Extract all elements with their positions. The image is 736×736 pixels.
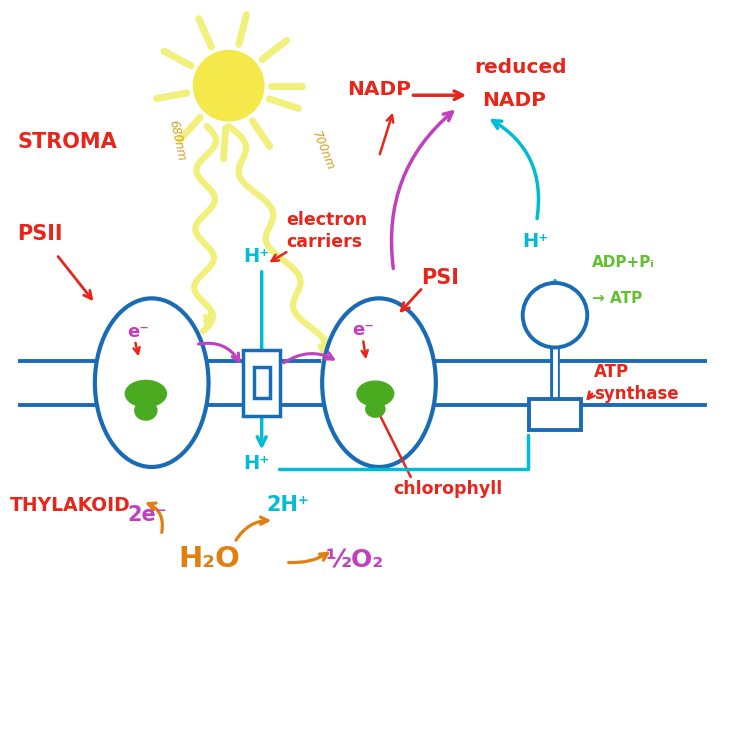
Ellipse shape <box>134 400 158 421</box>
Text: electron
carriers: electron carriers <box>286 210 367 251</box>
Text: H⁺: H⁺ <box>244 247 269 266</box>
Text: ADP+Pᵢ: ADP+Pᵢ <box>592 255 654 270</box>
Text: ½O₂: ½O₂ <box>325 548 383 573</box>
Bar <box>254 367 270 398</box>
Text: STROMA: STROMA <box>18 132 117 152</box>
Text: 700nm: 700nm <box>309 130 337 173</box>
Text: 680nm: 680nm <box>166 118 188 162</box>
Text: PSI: PSI <box>421 268 459 288</box>
Bar <box>244 350 280 416</box>
Text: reduced: reduced <box>474 58 567 77</box>
Ellipse shape <box>95 298 208 467</box>
Text: e⁻: e⁻ <box>127 323 149 342</box>
Text: H₂O: H₂O <box>179 545 241 573</box>
Ellipse shape <box>365 400 386 418</box>
Text: PSII: PSII <box>18 224 63 244</box>
Text: H⁺: H⁺ <box>244 454 269 473</box>
Text: → ATP: → ATP <box>592 291 642 306</box>
Bar <box>528 399 581 430</box>
Circle shape <box>523 283 587 347</box>
Text: chlorophyll: chlorophyll <box>394 480 503 498</box>
Circle shape <box>194 51 264 121</box>
Text: 2H⁺: 2H⁺ <box>267 495 310 515</box>
Text: H⁺: H⁺ <box>522 232 548 251</box>
Text: NADP: NADP <box>481 91 545 110</box>
Text: 2e⁻: 2e⁻ <box>127 504 167 525</box>
Ellipse shape <box>124 380 167 408</box>
Ellipse shape <box>356 381 394 407</box>
Ellipse shape <box>322 298 436 467</box>
Text: NADP: NADP <box>347 80 411 99</box>
Text: THYLAKOID: THYLAKOID <box>10 496 131 515</box>
Text: ATP
synthase: ATP synthase <box>594 363 679 403</box>
Text: e⁻: e⁻ <box>352 321 374 339</box>
